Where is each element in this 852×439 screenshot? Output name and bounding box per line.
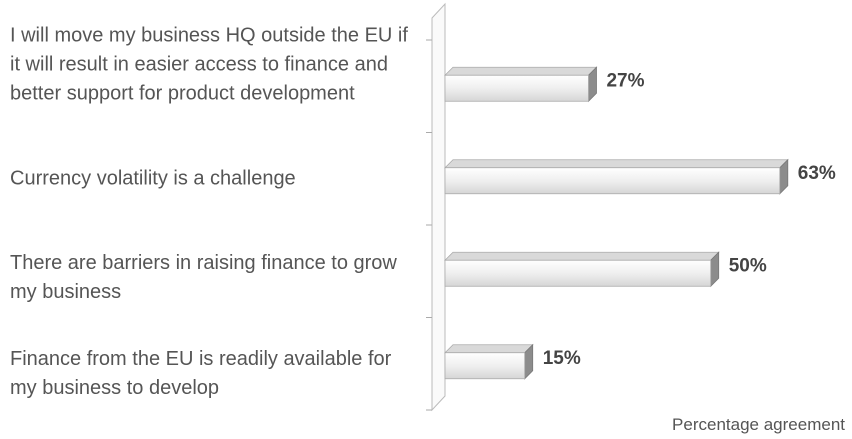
value-label: 50% [729, 255, 767, 276]
bar [444, 352, 526, 380]
bar [444, 167, 781, 195]
value-label: 15% [543, 348, 581, 369]
category-label: There are barriers in raising finance to… [10, 252, 397, 304]
bar-top [444, 344, 534, 354]
axis-wall [431, 2, 446, 412]
x-axis-label: Percentage agreement [672, 415, 845, 434]
value-label: 63% [798, 163, 836, 184]
category-label: I will move my business HQ outside the E… [10, 24, 408, 105]
bar-top [444, 251, 720, 261]
bar-top [444, 159, 789, 169]
category-separators [426, 39, 432, 411]
value-label: 27% [606, 70, 644, 91]
bar-top [444, 66, 598, 76]
category-label: Currency volatility is a challenge [10, 167, 296, 190]
category-label: Finance from the EU is readily available… [10, 347, 392, 399]
bar [444, 74, 589, 102]
bar [444, 259, 712, 287]
